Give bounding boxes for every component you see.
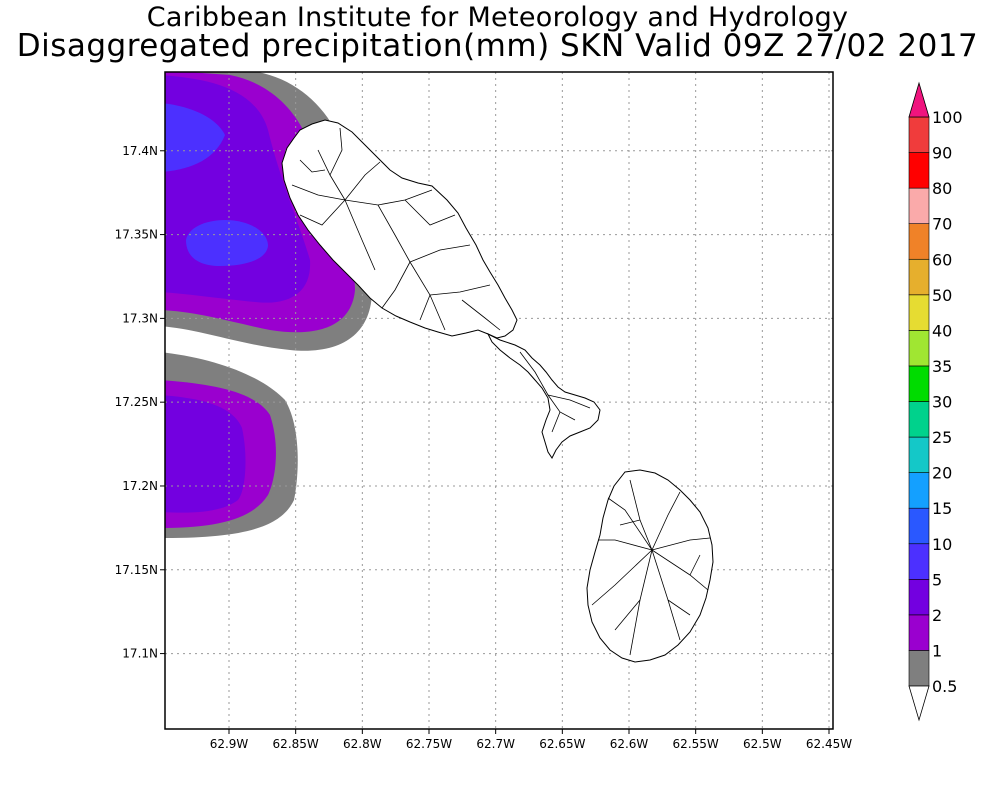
- y-tick-label: 17.1N: [122, 647, 158, 661]
- island-nevis: [586, 469, 714, 663]
- x-tick-label: 62.75W: [406, 737, 452, 751]
- x-tick-label: 62.9W: [210, 737, 249, 751]
- island-st-kitts-outline: [281, 119, 518, 339]
- colorbar-cell-1: [908, 650, 930, 687]
- precip-contour-5mm-north-a: [165, 103, 225, 172]
- colorbar-label: 90: [932, 144, 952, 163]
- colorbar-cell-30: [908, 401, 930, 438]
- colorbar-cell-20: [908, 472, 930, 509]
- colorbar-cell-2: [908, 614, 930, 651]
- x-tick-label: 62.65W: [539, 737, 585, 751]
- x-tick-label: 62.5W: [743, 737, 782, 751]
- colorbar-label: 5: [932, 570, 942, 589]
- chart-title: Caribbean Institute for Meteorology and …: [146, 2, 849, 33]
- colorbar-cell-50: [908, 294, 930, 331]
- colorbar-label: 1: [932, 641, 942, 660]
- colorbar-label: 40: [932, 321, 952, 340]
- colorbar-label: 100: [932, 108, 963, 127]
- x-tick-label: 62.7W: [476, 737, 515, 751]
- precip-contour-5mm-north-b: [186, 220, 268, 266]
- island-st-kitts: [281, 119, 601, 459]
- colorbar-label: 80: [932, 179, 952, 198]
- y-tick-label: 17.25N: [115, 395, 158, 409]
- y-tick-label: 17.3N: [122, 311, 158, 325]
- colorbar-label: 0.5: [932, 677, 957, 696]
- colorbar-label: 15: [932, 499, 952, 518]
- colorbar-cell-80: [908, 187, 930, 224]
- x-tick-label: 62.8W: [343, 737, 382, 751]
- colorbar-label: 30: [932, 393, 952, 412]
- colorbar-cell-60: [908, 258, 930, 296]
- colorbar-label: 50: [932, 286, 952, 305]
- precip-contour-2mm-south: [165, 395, 246, 513]
- colorbar-cell-100: [908, 116, 930, 153]
- island-st-kitts-peninsula: [486, 332, 601, 459]
- y-axis: 17.4N 17.35N 17.3N 17.25N 17.2N 17.15N 17.1N: [115, 144, 165, 661]
- colorbar-cell-15: [908, 507, 930, 545]
- y-tick-label: 17.2N: [122, 479, 158, 493]
- chart-subtitle: Disaggregated precipitation(mm) SKN Vali…: [16, 28, 979, 64]
- colorbar-cell-70: [908, 223, 930, 260]
- x-tick-label: 62.85W: [273, 737, 319, 751]
- colorbar-cell-25: [908, 436, 930, 473]
- island-nevis-outline: [586, 469, 714, 663]
- x-tick-label: 62.55W: [673, 737, 719, 751]
- colorbar-label: 10: [932, 535, 952, 554]
- colorbar-label: 2: [932, 606, 942, 625]
- x-axis: 62.9W 62.85W 62.8W 62.75W 62.7W 62.65W 62.6W 62…: [210, 729, 852, 751]
- colorbar-cell-90: [908, 152, 930, 189]
- y-tick-label: 17.15N: [115, 563, 158, 577]
- colorbar-top-arrow: [908, 81, 930, 118]
- colorbar-label: 25: [932, 428, 952, 447]
- colorbar-cell-35: [908, 365, 930, 402]
- st-kitts-drainage: [291, 127, 591, 433]
- colorbar-cell-40: [908, 330, 930, 367]
- y-tick-label: 17.4N: [122, 144, 158, 158]
- colorbar-label: 20: [932, 464, 952, 483]
- x-tick-label: 62.45W: [806, 737, 852, 751]
- colorbar-label: 35: [932, 357, 952, 376]
- colorbar-cell-5: [908, 579, 930, 616]
- x-tick-label: 62.6W: [610, 737, 649, 751]
- plot-frame: [164, 71, 834, 730]
- nevis-drainage: [591, 479, 711, 656]
- colorbar-bottom-arrow: [908, 685, 930, 722]
- colorbar-label: 60: [932, 250, 952, 269]
- colorbar-cell-10: [908, 543, 930, 580]
- colorbar-label: 70: [932, 215, 952, 234]
- y-tick-label: 17.35N: [115, 228, 158, 242]
